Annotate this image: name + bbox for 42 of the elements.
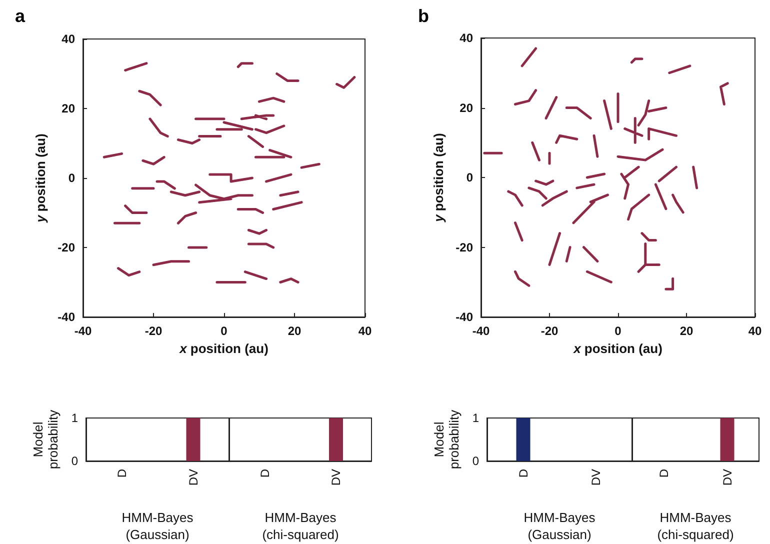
x-axis-title: HMM-Bayes (chi-squared) (262, 510, 339, 542)
y-tick-label: 0 (68, 171, 76, 185)
x-tick-label: 20 (288, 324, 302, 338)
x-tick-label: D (516, 468, 530, 478)
y-axis-title: Model probability (431, 409, 462, 470)
x-tick-label: D (656, 468, 671, 478)
chart-title: a (15, 6, 26, 26)
x-tick-label: 0 (614, 324, 622, 338)
x-tick-label: DV (588, 469, 603, 486)
x-tick-label: DV (720, 469, 734, 486)
x-tick-label: DV (329, 469, 343, 486)
y-tick-label: -20 (58, 240, 76, 254)
y-axis-title: y position (au) (430, 133, 446, 223)
y-tick-label: 1 (71, 411, 78, 425)
y-tick-label: -40 (456, 310, 474, 324)
y-tick-label: 40 (460, 31, 474, 45)
x-axis-title: x position (au) (178, 340, 268, 356)
x-axis-title: HMM-Bayes (chi-squared) (657, 510, 734, 542)
x-tick-label: 40 (748, 324, 762, 338)
y-tick-label: 0 (466, 170, 474, 184)
y-tick-label: 20 (460, 100, 474, 115)
y-tick-label: 1 (472, 411, 480, 425)
x-tick-label: DV (186, 469, 200, 486)
y-tick-label: 20 (62, 102, 76, 116)
x-tick-label: -20 (540, 324, 558, 338)
x-tick-label: -20 (144, 324, 162, 338)
y-axis-title: y position (au) (32, 134, 48, 224)
y-tick-label: -40 (58, 310, 76, 324)
x-axis-title: HMM-Bayes (Gaussian) (122, 510, 194, 542)
x-tick-label: D (258, 468, 272, 478)
chart-title: b (418, 6, 429, 26)
x-axis-title: x position (au) (572, 340, 662, 356)
x-axis-title: HMM-Bayes (Gaussian) (524, 510, 596, 542)
x-tick-label: D (114, 468, 129, 478)
y-tick-label: 40 (62, 32, 76, 46)
x-tick-label: 0 (220, 324, 228, 338)
x-tick-label: 40 (358, 324, 372, 338)
y-tick-label: 0 (71, 454, 78, 468)
x-tick-label: 20 (680, 324, 694, 338)
y-axis-title: Model probability (30, 409, 60, 470)
y-tick-label: 0 (472, 454, 480, 468)
y-tick-label: -20 (456, 240, 474, 254)
